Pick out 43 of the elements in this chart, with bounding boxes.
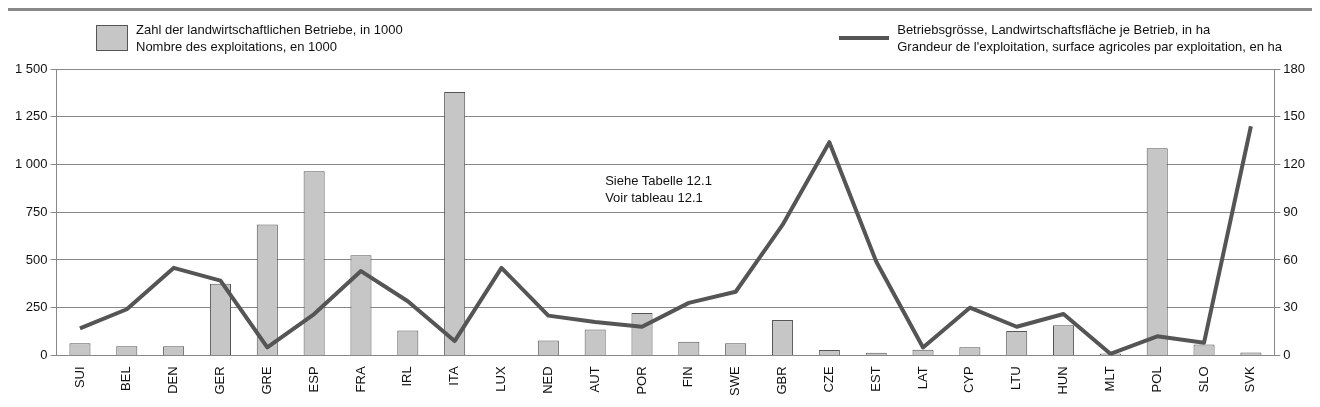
y2-tick-label: 90	[1283, 203, 1298, 219]
x-tick-label: SVK	[1242, 366, 1258, 393]
y-tick-label: 500	[25, 251, 48, 267]
x-tick-label: EST	[867, 366, 883, 392]
x-tick-label: SUI	[71, 366, 87, 389]
x-tick-label: CZE	[820, 366, 836, 393]
x-tick-label: MLT	[1101, 366, 1117, 392]
x-tick-label: IRL	[399, 366, 415, 387]
x-tick-label: LUX	[493, 366, 509, 392]
x-tick-label: CYP	[961, 366, 977, 394]
y2-tick-label: 120	[1283, 156, 1306, 172]
x-tick-label: POR	[633, 366, 649, 395]
x-tick-label: NED	[539, 366, 555, 394]
y-tick-label: 1 250	[14, 108, 48, 124]
x-tick-label: LAT	[914, 366, 930, 390]
x-tick-label: AUT	[586, 366, 602, 393]
legend-label: Betriebsgrösse, Landwirtschaftsfläche je Betrieb, in ha Grandeur de l'exploitation, surface agricoles par exploitation, en ha	[897, 21, 1282, 55]
x-tick-label: HUN	[1055, 366, 1071, 395]
x-tick-label: ITA	[446, 366, 462, 386]
x-tick-label: POL	[1148, 366, 1164, 393]
x-tick-label: FIN	[680, 366, 696, 388]
y-tick-label: 0	[40, 346, 48, 362]
y2-tick-label: 150	[1283, 108, 1306, 124]
legend-label: Zahl der landwirtschaftlichen Betriebe, in 1000 Nombre des exploitations, en 1000	[136, 21, 403, 55]
x-tick-label: GRE	[258, 366, 274, 395]
y-tick-label: 250	[25, 299, 48, 315]
x-tick-label: LTU	[1008, 366, 1024, 390]
annotation: Siehe Tabelle 12.1 Voir tableau 12.1	[605, 173, 712, 206]
y2-tick-label: 30	[1283, 299, 1298, 315]
x-tick-label: SLO	[1195, 366, 1211, 393]
x-tick-label: BEL	[118, 366, 134, 391]
x-tick-label: GER	[212, 366, 228, 395]
y-tick-label: 1 500	[14, 60, 48, 76]
x-tick-label: FRA	[352, 366, 368, 393]
x-tick-label: SWE	[727, 366, 743, 397]
y2-tick-label: 180	[1283, 60, 1306, 76]
y2-tick-label: 0	[1283, 346, 1291, 362]
y-tick-label: 750	[25, 203, 48, 219]
y2-tick-label: 60	[1283, 251, 1298, 267]
x-tick-label: GBR	[774, 366, 790, 395]
x-tick-label: ESP	[305, 366, 321, 393]
y-tick-label: 1 000	[14, 156, 48, 172]
x-tick-label: DEN	[165, 366, 181, 394]
